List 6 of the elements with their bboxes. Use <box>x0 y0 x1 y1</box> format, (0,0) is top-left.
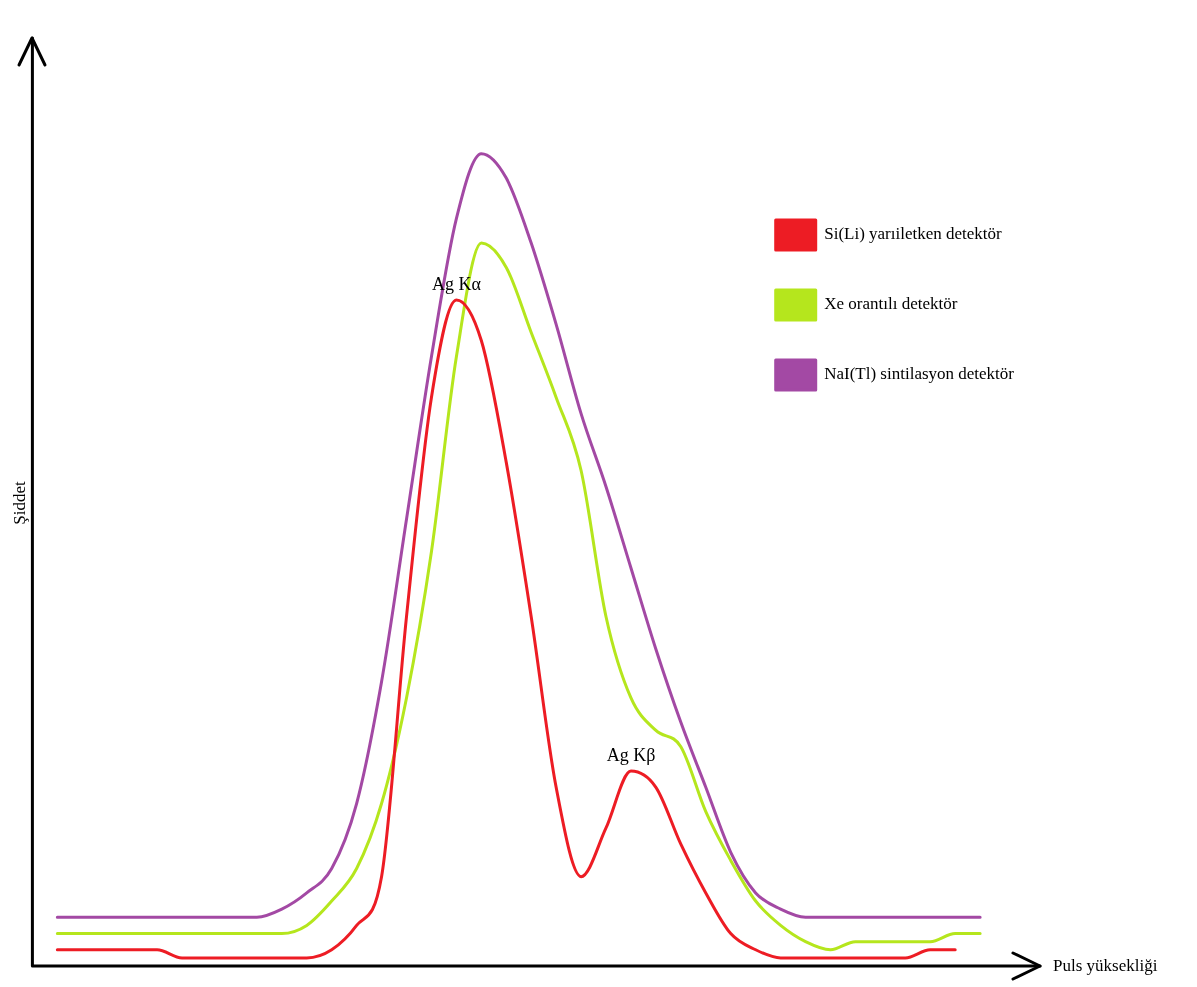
legend-label: NaI(Tl) sintilasyon detektör <box>824 364 1015 384</box>
legend-label: Xe orantılı detektör <box>824 294 958 314</box>
annotation: Ag Kβ <box>606 744 656 765</box>
legend-label: Si(Li) yarıiletken detektör <box>824 224 1003 244</box>
x-axis-title: Puls yüksekliği <box>1053 956 1158 976</box>
y-axis-title: Şiddet <box>9 481 29 525</box>
